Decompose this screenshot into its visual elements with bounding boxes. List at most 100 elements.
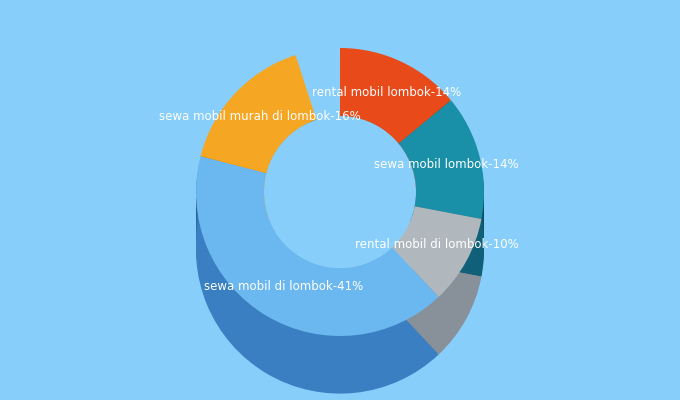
Wedge shape	[392, 264, 481, 354]
Wedge shape	[340, 64, 451, 160]
Wedge shape	[398, 145, 484, 264]
Wedge shape	[340, 90, 451, 185]
Wedge shape	[201, 100, 316, 218]
Wedge shape	[340, 86, 451, 182]
Wedge shape	[340, 83, 451, 179]
Circle shape	[264, 174, 416, 326]
Wedge shape	[196, 172, 439, 352]
Wedge shape	[340, 93, 451, 188]
Wedge shape	[196, 198, 439, 378]
Wedge shape	[392, 232, 481, 322]
Wedge shape	[340, 102, 451, 198]
Circle shape	[264, 116, 416, 268]
Wedge shape	[196, 204, 439, 384]
Wedge shape	[196, 182, 439, 362]
Wedge shape	[196, 207, 439, 387]
Wedge shape	[340, 106, 451, 201]
Wedge shape	[392, 248, 481, 338]
Wedge shape	[340, 74, 451, 169]
Wedge shape	[196, 201, 439, 381]
Wedge shape	[196, 156, 439, 336]
Wedge shape	[196, 178, 439, 358]
Wedge shape	[392, 261, 481, 351]
Wedge shape	[392, 213, 481, 303]
Wedge shape	[398, 123, 484, 241]
Wedge shape	[196, 210, 439, 390]
Wedge shape	[392, 251, 481, 342]
Wedge shape	[201, 68, 316, 186]
Wedge shape	[392, 238, 481, 329]
Wedge shape	[201, 58, 316, 176]
Wedge shape	[201, 87, 316, 205]
Wedge shape	[398, 113, 484, 232]
Wedge shape	[340, 61, 451, 156]
Wedge shape	[201, 103, 316, 221]
Wedge shape	[398, 142, 484, 260]
Wedge shape	[392, 219, 481, 310]
Wedge shape	[398, 158, 484, 276]
Wedge shape	[398, 107, 484, 225]
Wedge shape	[398, 126, 484, 244]
Text: rental mobil lombok-14%: rental mobil lombok-14%	[312, 86, 462, 99]
Wedge shape	[340, 58, 451, 153]
Wedge shape	[398, 148, 484, 267]
Wedge shape	[398, 152, 484, 270]
Wedge shape	[196, 175, 439, 355]
Wedge shape	[201, 55, 316, 173]
Wedge shape	[196, 191, 439, 371]
Wedge shape	[196, 188, 439, 368]
Wedge shape	[392, 206, 481, 297]
Wedge shape	[392, 254, 481, 345]
Wedge shape	[201, 113, 316, 231]
Wedge shape	[392, 229, 481, 319]
Wedge shape	[392, 216, 481, 306]
Wedge shape	[398, 129, 484, 248]
Wedge shape	[398, 116, 484, 235]
Wedge shape	[201, 62, 316, 180]
Text: sewa mobil murah di lombok-16%: sewa mobil murah di lombok-16%	[159, 110, 360, 123]
Wedge shape	[196, 185, 439, 365]
Text: rental mobil di lombok-10%: rental mobil di lombok-10%	[354, 238, 518, 252]
Wedge shape	[340, 48, 451, 144]
Wedge shape	[392, 226, 481, 316]
Wedge shape	[201, 97, 316, 215]
Wedge shape	[340, 99, 451, 195]
Wedge shape	[201, 74, 316, 192]
Wedge shape	[398, 104, 484, 222]
Wedge shape	[201, 71, 316, 189]
Wedge shape	[340, 70, 451, 166]
Wedge shape	[392, 235, 481, 326]
Wedge shape	[196, 162, 439, 342]
Wedge shape	[398, 100, 484, 219]
Wedge shape	[196, 169, 439, 349]
Wedge shape	[392, 245, 481, 335]
Wedge shape	[392, 222, 481, 313]
Wedge shape	[201, 84, 316, 202]
Wedge shape	[201, 65, 316, 183]
Wedge shape	[201, 90, 316, 208]
Wedge shape	[340, 51, 451, 147]
Wedge shape	[201, 81, 316, 199]
Wedge shape	[340, 77, 451, 172]
Wedge shape	[398, 155, 484, 273]
Wedge shape	[340, 80, 451, 176]
Wedge shape	[398, 136, 484, 254]
Wedge shape	[196, 166, 439, 346]
Wedge shape	[398, 132, 484, 251]
Wedge shape	[398, 139, 484, 257]
Wedge shape	[196, 194, 439, 374]
Wedge shape	[201, 106, 316, 224]
Text: sewa mobil di lombok-41%: sewa mobil di lombok-41%	[205, 280, 364, 293]
Wedge shape	[340, 54, 451, 150]
Wedge shape	[392, 210, 481, 300]
Wedge shape	[196, 159, 439, 339]
Text: sewa mobil lombok-14%: sewa mobil lombok-14%	[374, 158, 519, 171]
Wedge shape	[340, 96, 451, 192]
Wedge shape	[201, 78, 316, 196]
Wedge shape	[398, 120, 484, 238]
Wedge shape	[196, 214, 439, 394]
Wedge shape	[392, 258, 481, 348]
Wedge shape	[340, 67, 451, 163]
Wedge shape	[392, 242, 481, 332]
Wedge shape	[201, 110, 316, 228]
